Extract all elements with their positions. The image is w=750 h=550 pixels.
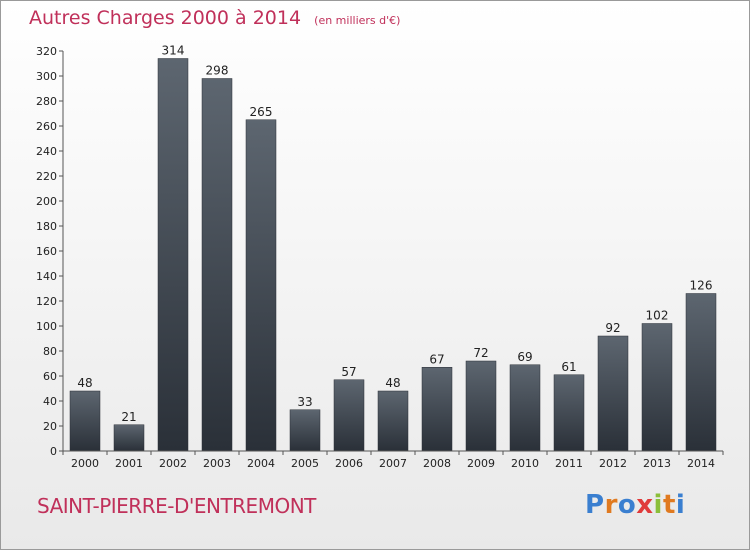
bar-2002 [157,58,189,452]
y-tick-label: 280 [36,95,57,108]
bar-2005 [289,409,321,452]
data-label-2007: 48 [385,376,400,390]
data-label-2004: 265 [250,105,273,119]
place-name: SAINT-PIERRE-D'ENTREMONT [37,494,316,518]
x-tick-label-2009: 2009 [467,457,495,470]
data-label-2001: 21 [121,410,136,424]
brand-logo-letter: t [662,490,676,520]
brand-logo: Proxiti [585,490,685,520]
data-label-2003: 298 [206,64,229,78]
bar-2010 [509,364,541,452]
data-label-2012: 92 [605,321,620,335]
y-tick-label: 220 [36,170,57,183]
brand-logo-letter: i [675,490,686,520]
x-tick-label-2006: 2006 [335,457,363,470]
brand-logo-letter: r [604,490,618,520]
data-label-2000: 48 [77,376,92,390]
bar-2008 [421,367,453,452]
bar-2001 [113,424,145,452]
y-tick-label: 120 [36,295,57,308]
y-tick-label: 20 [43,420,57,433]
x-tick-label-2008: 2008 [423,457,451,470]
y-tick-label: 240 [36,145,57,158]
data-label-2013: 102 [646,309,669,323]
x-tick-label-2012: 2012 [599,457,627,470]
x-tick-label-2007: 2007 [379,457,407,470]
y-tick-label: 180 [36,220,57,233]
x-tick-label-2011: 2011 [555,457,583,470]
bars: 48 21 314 298 265 33 57 48 67 72 69 61 92 102 126 [69,44,717,452]
y-axis: 0 20 40 60 80 100 120 140 160 180 200 220 240 260 280 3… [36,45,64,458]
brand-logo-letter: x [636,490,654,520]
bar-2011 [553,374,585,452]
x-tick-label-2003: 2003 [203,457,231,470]
data-label-2010: 69 [517,350,532,364]
x-tick-label-2000: 2000 [71,457,99,470]
y-tick-label: 60 [43,370,57,383]
title-row: Autres Charges 2000 à 2014 (en milliers … [29,7,400,29]
y-tick-label: 260 [36,120,57,133]
bar-2003 [201,78,233,452]
y-tick-label: 320 [36,45,57,58]
data-label-2006: 57 [341,365,356,379]
x-tick-label-2013: 2013 [643,457,671,470]
x-tick-label-2004: 2004 [247,457,275,470]
y-tick-label: 160 [36,245,57,258]
data-label-2005: 33 [297,395,312,409]
data-label-2014: 126 [690,279,713,293]
data-label-2002: 314 [162,44,185,58]
y-tick-label: 0 [50,445,57,458]
chart-title: Autres Charges 2000 à 2014 [29,7,302,29]
y-tick-label: 140 [36,270,57,283]
chart-unit: (en milliers d'€) [314,14,401,27]
bar-2000 [69,390,101,452]
bar-2009 [465,360,497,452]
data-label-2011: 61 [561,360,576,374]
x-tick-label-2005: 2005 [291,457,319,470]
x-tick-label-2001: 2001 [115,457,143,470]
data-label-2009: 72 [473,346,488,360]
x-tick-label-2010: 2010 [511,457,539,470]
bar-2012 [597,335,629,452]
data-label-2008: 67 [429,352,444,366]
y-tick-label: 100 [36,320,57,333]
x-tick-label-2014: 2014 [687,457,715,470]
bar-2004 [245,119,277,452]
y-tick-label: 200 [36,195,57,208]
brand-logo-letter: o [617,490,637,520]
brand-logo-letter: P [585,490,605,520]
bar-2014 [685,293,717,452]
bar-2007 [377,390,409,452]
bar-2006 [333,379,365,452]
bar-2013 [641,323,673,452]
x-tick-label-2002: 2002 [159,457,187,470]
x-axis: 2000 2001 2002 2003 2004 2005 2006 2007 2008 2009… [63,450,724,470]
brand-logo-letter: i [653,490,663,520]
y-tick-label: 80 [43,345,57,358]
y-tick-label: 40 [43,395,57,408]
y-tick-label: 300 [36,70,57,83]
